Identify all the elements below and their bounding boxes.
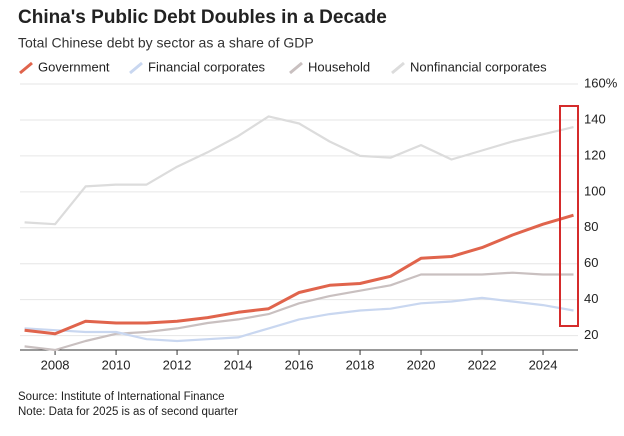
chart-title: China's Public Debt Doubles in a Decade (18, 7, 387, 28)
series-line (24, 271, 574, 352)
x-tick-label: 2018 (346, 357, 375, 372)
x-tick-label: 2010 (102, 357, 131, 372)
legend-swatch (289, 61, 303, 75)
y-tick-label: 140 (584, 111, 606, 126)
legend-label: Nonfinancial corporates (410, 59, 547, 74)
legend-swatch (129, 61, 143, 75)
y-tick-label: 120 (584, 147, 606, 162)
x-tick-label: 2008 (41, 357, 70, 372)
series-line (24, 296, 574, 343)
source: Source: Institute of International Finan… (18, 391, 224, 403)
legend-label: Financial corporates (148, 59, 266, 74)
x-tick-label: 2016 (285, 357, 314, 372)
y-tick-label: 20 (584, 327, 598, 342)
y-tick-label: 40 (584, 291, 598, 306)
chart-subtitle: Total Chinese debt by sector as a share … (18, 35, 314, 51)
y-tick-label: 80 (584, 219, 598, 234)
series-line (24, 115, 574, 226)
x-tick-label: 2022 (468, 357, 497, 372)
legend-label: Government (38, 59, 110, 74)
note: Note: Data for 2025 is as of second quar… (18, 406, 238, 418)
series-line (24, 213, 574, 336)
x-tick-label: 2020 (407, 357, 436, 372)
y-tick-label: 100 (584, 183, 606, 198)
y-tick-label: 160% (584, 75, 618, 90)
x-tick-label: 2024 (529, 357, 558, 372)
y-tick-label: 60 (584, 255, 598, 270)
plot: 20 40 60 80 100 120 140 160% 2008 2010 2012 2014 201… (20, 75, 618, 372)
legend-label: Household (308, 59, 370, 74)
highlight-box (559, 105, 579, 327)
legend-swatch (19, 61, 33, 75)
x-tick-label: 2012 (163, 357, 192, 372)
legend-swatch (391, 61, 405, 75)
x-tick-label: 2014 (224, 357, 253, 372)
